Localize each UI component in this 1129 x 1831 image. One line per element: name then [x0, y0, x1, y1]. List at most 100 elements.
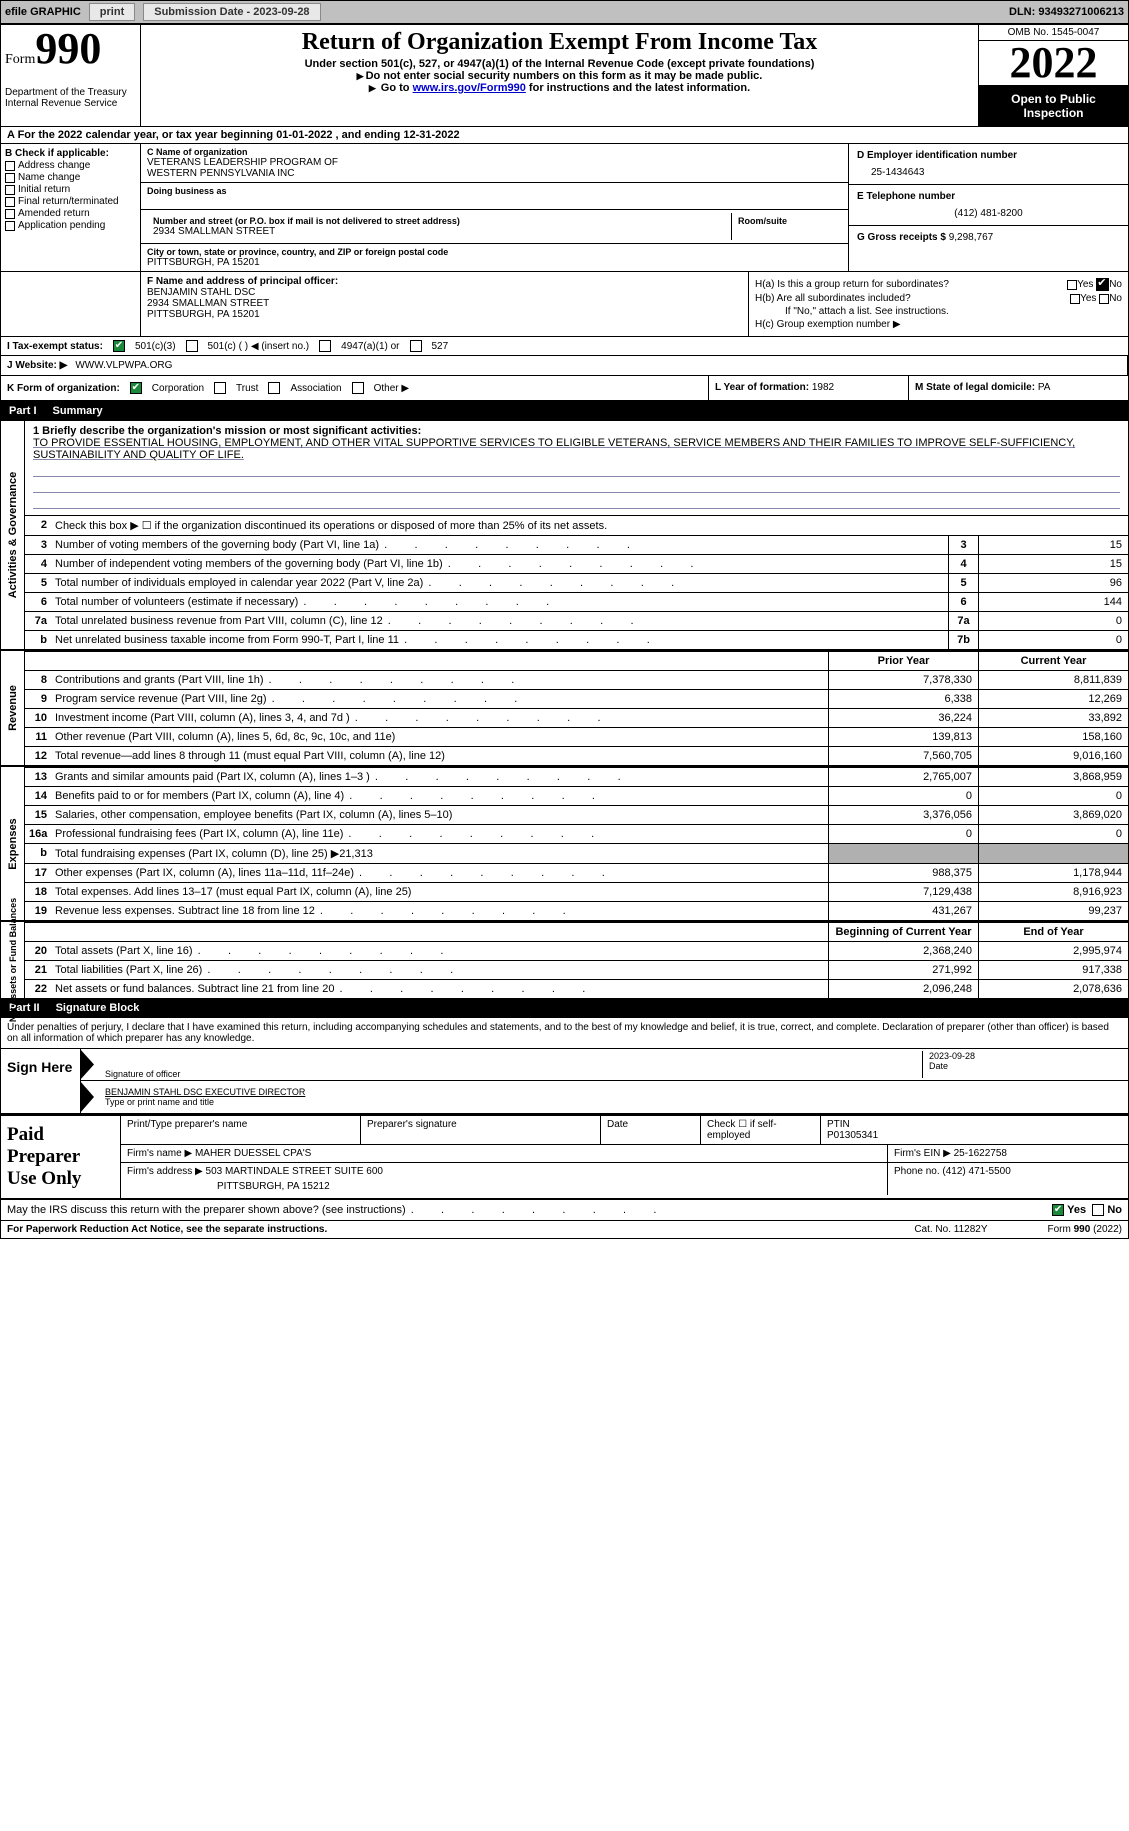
firm-name: MAHER DUESSEL CPA'S	[195, 1148, 311, 1159]
part1-header: Part I Summary	[1, 402, 1128, 421]
netassets-header: Beginning of Current YearEnd of Year	[25, 922, 1128, 941]
year-formation: 1982	[812, 382, 834, 393]
dept-label: Department of the Treasury Internal Reve…	[5, 87, 136, 109]
sign-here-label: Sign Here	[1, 1049, 81, 1113]
prep-row-1: Print/Type preparer's name Preparer's si…	[121, 1116, 1128, 1145]
sig-declaration: Under penalties of perjury, I declare th…	[1, 1018, 1128, 1048]
line-12: 12Total revenue—add lines 8 through 11 (…	[25, 746, 1128, 765]
line-19: 19Revenue less expenses. Subtract line 1…	[25, 901, 1128, 920]
chk-501c[interactable]	[186, 340, 198, 352]
line-6: 6Total number of volunteers (estimate if…	[25, 592, 1128, 611]
part2-header: Part II Signature Block	[1, 999, 1128, 1018]
line-14: 14Benefits paid to or for members (Part …	[25, 786, 1128, 805]
line-15: 15Salaries, other compensation, employee…	[25, 805, 1128, 824]
line-8: 8Contributions and grants (Part VIII, li…	[25, 670, 1128, 689]
header-right: OMB No. 1545-0047 2022 Open to Public In…	[978, 25, 1128, 126]
ptin: P01305341	[827, 1130, 1122, 1141]
ha-no[interactable]	[1096, 278, 1109, 291]
discuss-no[interactable]	[1092, 1204, 1104, 1216]
principal-officer: F Name and address of principal officer:…	[141, 272, 748, 336]
chk-initial-return[interactable]: Initial return	[5, 184, 136, 195]
vlabel-netassets: Net Assets or Fund Balances	[1, 922, 25, 998]
officer-name: BENJAMIN STAHL DSC	[147, 287, 742, 298]
col-b-checkboxes: B Check if applicable: Address change Na…	[1, 144, 141, 271]
footer-form: Form 990 (2022)	[1048, 1224, 1122, 1235]
mission-text: TO PROVIDE ESSENTIAL HOUSING, EMPLOYMENT…	[33, 437, 1120, 461]
dln: DLN: 93493271006213	[1009, 6, 1124, 18]
row-i-tax-status: I Tax-exempt status: 501(c)(3) 501(c) ( …	[1, 337, 1128, 356]
tax-year: 2022	[979, 41, 1128, 86]
paid-preparer-label: Paid Preparer Use Only	[1, 1116, 121, 1198]
line-11: 11Other revenue (Part VIII, column (A), …	[25, 727, 1128, 746]
prep-row-2: Firm's name ▶ MAHER DUESSEL CPA'S Firm's…	[121, 1145, 1128, 1163]
page-footer: For Paperwork Reduction Act Notice, see …	[1, 1221, 1128, 1238]
col-b-title: B Check if applicable:	[5, 148, 136, 159]
sign-here-block: Sign Here Signature of officer 2023-09-2…	[1, 1048, 1128, 1114]
website-value: WWW.VLPWPA.ORG	[75, 360, 172, 371]
col-c-org-info: C Name of organization VETERANS LEADERSH…	[141, 144, 848, 271]
h-b: H(b) Are all subordinates included? Yes …	[755, 293, 1122, 304]
mission: 1 Briefly describe the organization's mi…	[25, 421, 1128, 515]
gross-cell: G Gross receipts $ 9,298,767	[849, 226, 1128, 249]
ein-value: 25-1434643	[857, 167, 1120, 178]
line-10: 10Investment income (Part VIII, column (…	[25, 708, 1128, 727]
tel-value: (412) 481-8200	[857, 208, 1120, 219]
irs-link[interactable]: www.irs.gov/Form990	[413, 82, 526, 94]
chk-other[interactable]	[352, 382, 364, 394]
form-container: Form990 Department of the Treasury Inter…	[0, 24, 1129, 1239]
summary-revenue: Revenue Prior YearCurrent Year 8Contribu…	[1, 651, 1128, 767]
chk-corp[interactable]	[130, 382, 142, 394]
discuss-yes[interactable]	[1052, 1204, 1064, 1216]
chk-name-change[interactable]: Name change	[5, 172, 136, 183]
submission-date: Submission Date - 2023-09-28	[143, 3, 320, 21]
street-address: 2934 SMALLMAN STREET	[153, 226, 725, 237]
may-discuss-row: May the IRS discuss this return with the…	[1, 1200, 1128, 1221]
chk-501c3[interactable]	[113, 340, 125, 352]
line-7b: bNet unrelated business taxable income f…	[25, 630, 1128, 649]
sig-name-line: BENJAMIN STAHL DSC EXECUTIVE DIRECTOR Ty…	[81, 1081, 1128, 1113]
hb-note: If "No," attach a list. See instructions…	[755, 306, 1122, 317]
hb-no[interactable]	[1099, 294, 1109, 304]
vlabel-governance: Activities & Governance	[1, 421, 25, 649]
city-cell: City or town, state or province, country…	[141, 244, 848, 271]
line-7a: 7aTotal unrelated business revenue from …	[25, 611, 1128, 630]
print-button[interactable]: print	[89, 3, 135, 21]
chk-trust[interactable]	[214, 382, 226, 394]
ein-cell: D Employer identification number 25-1434…	[849, 144, 1128, 185]
line-18: 18Total expenses. Add lines 13–17 (must …	[25, 882, 1128, 901]
efile-label: efile GRAPHIC	[5, 6, 81, 18]
form-subtitle: Under section 501(c), 527, or 4947(a)(1)…	[149, 58, 970, 70]
footer-left: For Paperwork Reduction Act Notice, see …	[7, 1224, 327, 1235]
chk-assoc[interactable]	[268, 382, 280, 394]
col-d-identifiers: D Employer identification number 25-1434…	[848, 144, 1128, 271]
footer-cat: Cat. No. 11282Y	[914, 1224, 987, 1235]
chk-527[interactable]	[410, 340, 422, 352]
state-domicile: PA	[1038, 382, 1051, 393]
col-h-group: H(a) Is this a group return for subordin…	[748, 272, 1128, 336]
section-fh: F Name and address of principal officer:…	[1, 272, 1128, 337]
form-header: Form990 Department of the Treasury Inter…	[1, 25, 1128, 127]
line-16a: 16aProfessional fundraising fees (Part I…	[25, 824, 1128, 843]
header-left: Form990 Department of the Treasury Inter…	[1, 25, 141, 126]
top-bar: efile GRAPHIC print Submission Date - 20…	[0, 0, 1129, 24]
city-state-zip: PITTSBURGH, PA 15201	[147, 257, 842, 268]
chk-amended[interactable]: Amended return	[5, 208, 136, 219]
org-name: VETERANS LEADERSHIP PROGRAM OF WESTERN P…	[147, 157, 842, 179]
org-name-cell: C Name of organization VETERANS LEADERSH…	[141, 144, 848, 183]
chk-final-return[interactable]: Final return/terminated	[5, 196, 136, 207]
hb-yes[interactable]	[1070, 294, 1080, 304]
line-3: 3Number of voting members of the governi…	[25, 535, 1128, 554]
vlabel-revenue: Revenue	[1, 651, 25, 765]
row-j-website: J Website: ▶ WWW.VLPWPA.ORG	[1, 356, 1128, 376]
firm-ein: 25-1622758	[954, 1148, 1007, 1159]
note-ssn: Do not enter social security numbers on …	[149, 70, 970, 82]
firm-addr1: 503 MARTINDALE STREET SUITE 600	[206, 1166, 383, 1177]
line-22: 22Net assets or fund balances. Subtract …	[25, 979, 1128, 998]
line-20: 20Total assets (Part X, line 16)2,368,24…	[25, 941, 1128, 960]
ha-yes[interactable]	[1067, 280, 1077, 290]
line-17: 17Other expenses (Part IX, column (A), l…	[25, 863, 1128, 882]
chk-app-pending[interactable]: Application pending	[5, 220, 136, 231]
gross-value: 9,298,767	[949, 232, 994, 243]
chk-address-change[interactable]: Address change	[5, 160, 136, 171]
chk-4947[interactable]	[319, 340, 331, 352]
